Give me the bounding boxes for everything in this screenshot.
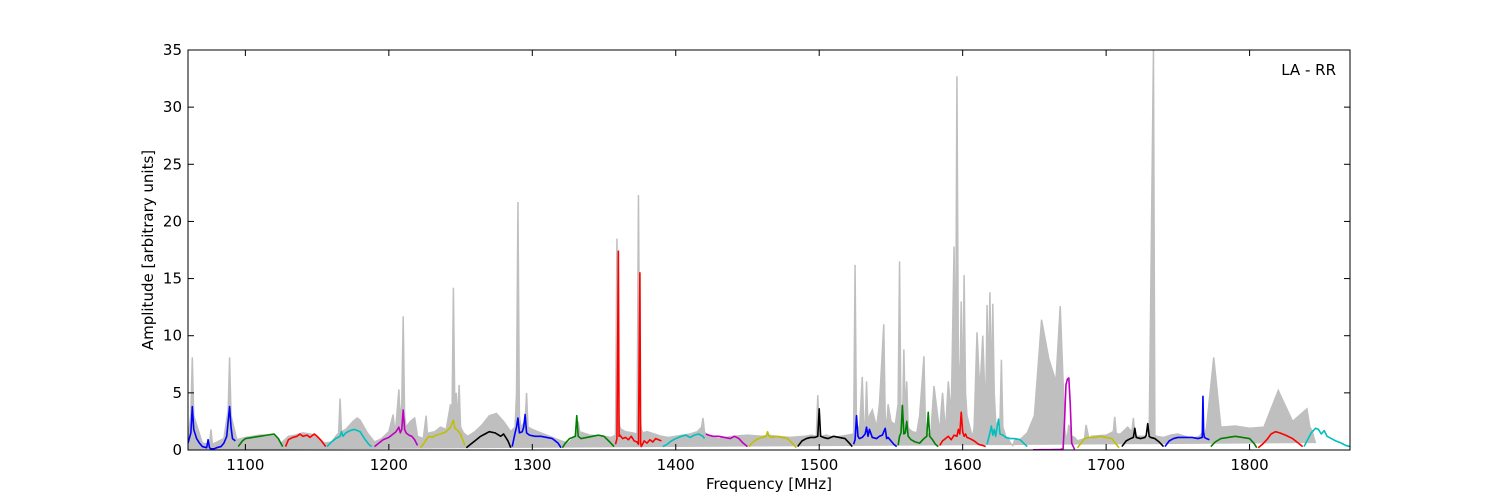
series-line-8 [511,413,562,449]
y-tick-label: 0 [172,441,182,459]
series-line-14 [797,408,853,448]
x-tick-label: 1400 [657,456,695,474]
y-tick-label: 20 [163,212,182,230]
x-tick-label: 1800 [1230,456,1268,474]
series-line-2 [237,433,284,448]
background-trace [188,50,1317,450]
x-tick-label: 1600 [944,456,982,474]
series-line-23 [1210,435,1258,449]
series-line-21 [1121,422,1165,448]
x-tick-label: 1700 [1087,456,1125,474]
plot-frame [187,49,1351,451]
series-line-11 [662,433,706,448]
x-tick-label: 1100 [226,456,264,474]
series-line-12 [705,433,748,448]
x-tick-label: 1300 [513,456,551,474]
series-line-25 [1303,427,1350,448]
x-axis-label: Frequency [MHz] [706,475,832,493]
series-line-9 [561,414,615,449]
series-line-17 [939,411,986,448]
chart-annotation: LA - RR [1281,61,1336,79]
series-line-20 [1076,435,1120,449]
y-tick-label: 15 [163,270,182,288]
series-line-15 [852,414,898,448]
series-line-24 [1257,430,1304,449]
series-line-5 [373,409,419,448]
series-line-4 [326,428,373,448]
y-tick-label: 25 [163,155,182,173]
x-tick-label: 1500 [800,456,838,474]
series-line-22 [1164,395,1210,448]
series-line-7 [465,430,512,449]
x-tick-label: 1200 [370,456,408,474]
series-line-6 [419,419,466,449]
series-line-10 [614,250,662,448]
y-tick-label: 5 [172,384,182,402]
series-line-3 [284,433,327,448]
y-tick-label: 30 [163,98,182,116]
series-line-16 [897,404,939,448]
series-line-1 [188,405,236,450]
y-tick-label: 10 [163,327,182,345]
series-line-13 [748,430,797,449]
y-axis-label: Amplitude [arbitrary units] [139,150,157,350]
y-tick-label: 35 [163,41,182,59]
series-line-18 [986,418,1028,448]
